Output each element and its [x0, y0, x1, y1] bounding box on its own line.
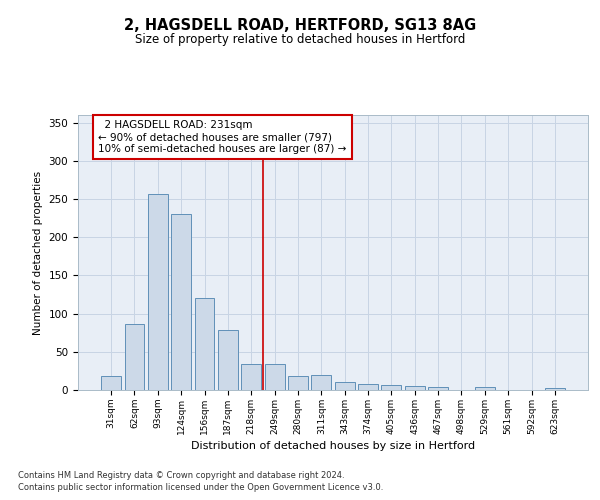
- Bar: [125, 324, 145, 390]
- Bar: [101, 376, 121, 390]
- Bar: [428, 387, 448, 390]
- Y-axis label: Number of detached properties: Number of detached properties: [33, 170, 43, 334]
- Bar: [382, 386, 401, 390]
- Bar: [405, 386, 425, 390]
- Bar: [171, 214, 191, 390]
- X-axis label: Distribution of detached houses by size in Hertford: Distribution of detached houses by size …: [191, 441, 475, 451]
- Bar: [194, 298, 214, 390]
- Bar: [358, 384, 378, 390]
- Text: 2, HAGSDELL ROAD, HERTFORD, SG13 8AG: 2, HAGSDELL ROAD, HERTFORD, SG13 8AG: [124, 18, 476, 32]
- Bar: [148, 194, 168, 390]
- Text: 2 HAGSDELL ROAD: 231sqm
← 90% of detached houses are smaller (797)
10% of semi-d: 2 HAGSDELL ROAD: 231sqm ← 90% of detache…: [98, 120, 347, 154]
- Bar: [241, 364, 261, 390]
- Bar: [475, 387, 495, 390]
- Bar: [288, 376, 308, 390]
- Bar: [265, 364, 284, 390]
- Text: Contains public sector information licensed under the Open Government Licence v3: Contains public sector information licen…: [18, 483, 383, 492]
- Text: Contains HM Land Registry data © Crown copyright and database right 2024.: Contains HM Land Registry data © Crown c…: [18, 470, 344, 480]
- Bar: [545, 388, 565, 390]
- Bar: [311, 374, 331, 390]
- Bar: [218, 330, 238, 390]
- Bar: [335, 382, 355, 390]
- Text: Size of property relative to detached houses in Hertford: Size of property relative to detached ho…: [135, 32, 465, 46]
